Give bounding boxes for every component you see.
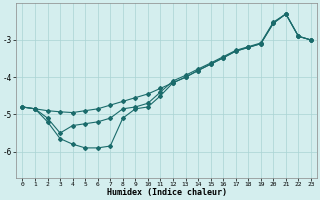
X-axis label: Humidex (Indice chaleur): Humidex (Indice chaleur) — [107, 188, 227, 197]
